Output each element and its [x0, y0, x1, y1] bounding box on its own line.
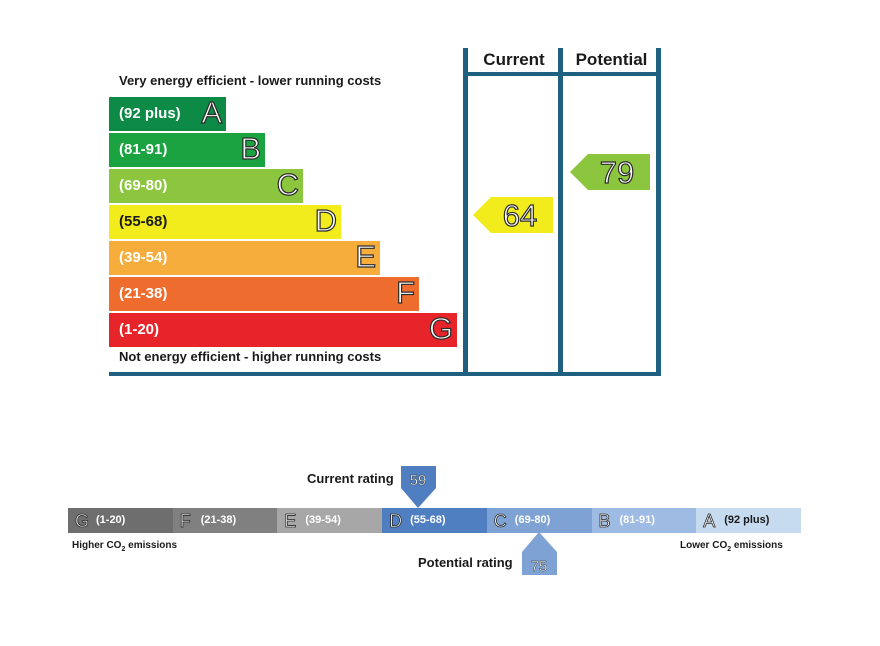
- potential-rating-label: Potential rating: [418, 555, 513, 570]
- potential-rating-pointer: 75: [522, 532, 557, 575]
- band-e: (39-54) E: [109, 238, 380, 275]
- co2-segment-range: (39-54): [305, 514, 341, 526]
- co2-segment-range: (92 plus): [724, 514, 770, 526]
- frame-divider-left: [463, 48, 468, 376]
- co2-segment-letter: B: [598, 511, 611, 532]
- band-a: (92 plus) A: [109, 94, 226, 131]
- band-range-label: (92 plus): [119, 105, 181, 122]
- co2-segment-e: E (39-54): [277, 508, 383, 533]
- potential-rating-arrow: [570, 154, 650, 190]
- co2-segment-range: (21-38): [200, 514, 237, 526]
- co2-segment-letter: G: [75, 511, 90, 532]
- co2-segment-letter: A: [703, 511, 716, 532]
- co2-segment-g: G (1-20): [68, 508, 173, 533]
- co2-segment-d: D (55-68): [382, 508, 488, 533]
- co2-segment-a: A (92 plus): [696, 508, 802, 533]
- co2-segment-letter: D: [389, 511, 403, 532]
- band-b: (81-91) B: [109, 130, 265, 167]
- band-g: (1-20) G: [109, 310, 457, 347]
- header-rule: [463, 72, 661, 76]
- current-rating-marker: 64: [473, 197, 553, 233]
- band-letter: E: [355, 238, 377, 274]
- co2-segment-range: (55-68): [410, 514, 446, 526]
- co2-segment-b: B (81-91): [591, 508, 697, 533]
- current-rating-value: 64: [503, 198, 537, 233]
- current-rating-pointer: 59: [401, 466, 436, 508]
- current-rating-arrow: [473, 197, 553, 233]
- top-caption: Very energy efficient - lower running co…: [119, 73, 382, 88]
- current-rating-label: Current rating: [307, 471, 394, 486]
- band-range-label: (69-80): [119, 177, 168, 194]
- lower-emissions-caption: Lower CO2 emissions: [680, 540, 783, 553]
- co2-segment-letter: E: [284, 511, 297, 532]
- band-c: (69-80) C: [109, 166, 303, 203]
- co2-segment-f: F (21-38): [172, 508, 278, 533]
- potential-rating-marker: 79: [570, 154, 650, 190]
- band-range-label: (39-54): [119, 249, 168, 266]
- frame-divider-middle: [558, 48, 563, 376]
- band-letter: F: [395, 274, 415, 310]
- energy-efficiency-chart: Very energy efficient - lower running co…: [109, 48, 661, 376]
- band-letter: B: [240, 130, 262, 166]
- co2-segment-range: (69-80): [514, 514, 551, 526]
- band-range-label: (81-91): [119, 141, 168, 158]
- co2-segment-c: C (69-80): [486, 508, 592, 533]
- bottom-rule: [109, 372, 661, 376]
- band-letter: G: [428, 310, 453, 346]
- band-letter: D: [314, 202, 338, 238]
- band-letter: A: [201, 94, 223, 130]
- co2-segment-range: (81-91): [619, 514, 655, 526]
- bottom-caption: Not energy efficient - higher running co…: [119, 349, 382, 364]
- band-f: (21-38) F: [109, 274, 419, 311]
- potential-column-header: Potential: [575, 50, 648, 69]
- current-rating-value-co2: 59: [410, 472, 427, 489]
- co2-segment-range: (1-20): [96, 514, 126, 526]
- frame-divider-right: [656, 48, 661, 376]
- band-range-label: (21-38): [119, 285, 168, 302]
- band-d: (55-68) D: [109, 202, 341, 239]
- potential-rating-value: 79: [600, 155, 634, 190]
- band-letter: C: [276, 166, 300, 202]
- current-column-header: Current: [483, 50, 545, 69]
- band-range-label: (55-68): [119, 213, 168, 230]
- higher-emissions-caption: Higher CO2 emissions: [72, 540, 178, 553]
- band-range-label: (1-20): [119, 321, 160, 338]
- co2-segment-letter: F: [179, 511, 191, 532]
- potential-rating-value-co2: 75: [531, 558, 548, 575]
- co2-segment-letter: C: [493, 511, 507, 532]
